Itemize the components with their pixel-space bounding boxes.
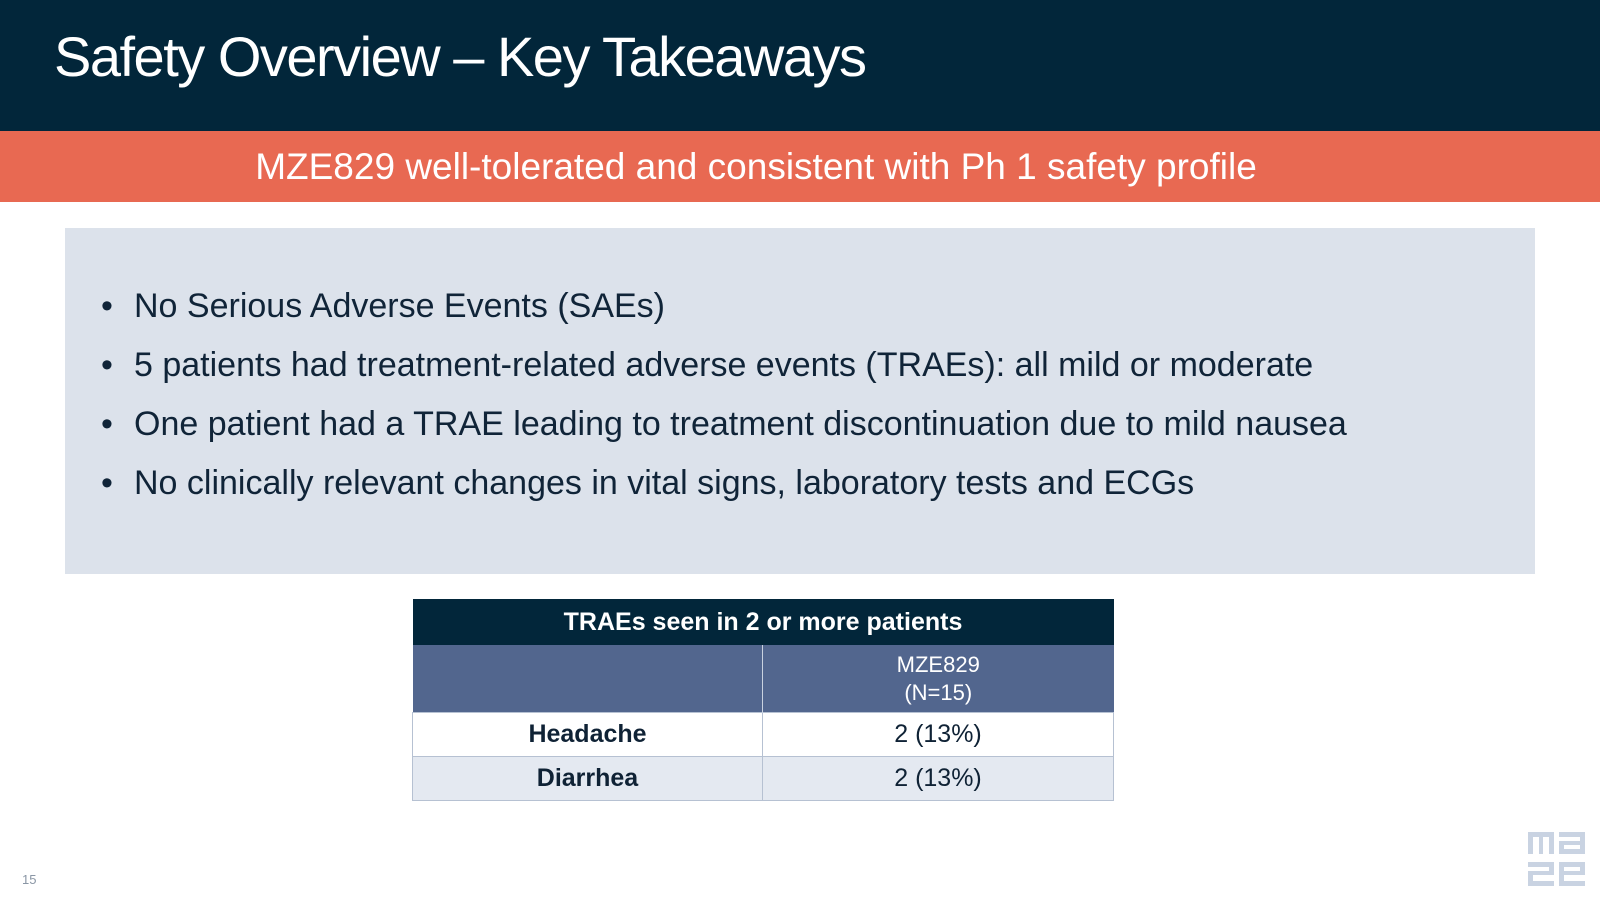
table-column-header-row: MZE829 (N=15) [412,645,1114,713]
subtitle-banner: MZE829 well-tolerated and consistent wit… [0,131,1600,202]
event-name-cell: Headache [412,712,763,757]
drug-name: MZE829 [896,651,980,677]
table-header-drug-cell: MZE829 (N=15) [762,645,1114,713]
slide-title: Safety Overview – Key Takeaways [54,25,867,88]
takeaway-text: No clinically relevant changes in vital … [134,464,1195,502]
table-title: TRAEs seen in 2 or more patients [412,599,1114,645]
takeaways-box: • No Serious Adverse Events (SAEs) • 5 p… [65,228,1535,574]
table-row: Diarrhea 2 (13%) [412,756,1114,801]
bullet-icon: • [101,346,113,384]
title-bar: Safety Overview – Key Takeaways [0,0,1600,131]
maze-logo-icon [1528,832,1585,886]
table-row: Headache 2 (13%) [412,712,1114,757]
takeaway-item: • No clinically relevant changes in vita… [101,463,1347,522]
takeaway-text: 5 patients had treatment-related adverse… [134,346,1314,384]
slide-subtitle: MZE829 well-tolerated and consistent wit… [255,146,1257,187]
table-header-empty-cell [412,645,763,713]
takeaway-text: No Serious Adverse Events (SAEs) [134,287,666,325]
takeaway-item: • No Serious Adverse Events (SAEs) [101,286,1347,345]
sample-size: (N=15) [904,679,973,705]
bullet-icon: • [101,405,113,443]
takeaway-text: One patient had a TRAE leading to treatm… [134,405,1347,443]
trae-table: TRAEs seen in 2 or more patients MZE829 … [412,599,1114,801]
event-name-cell: Diarrhea [412,756,763,801]
takeaway-item: • One patient had a TRAE leading to trea… [101,404,1347,463]
takeaways-list: • No Serious Adverse Events (SAEs) • 5 p… [101,286,1347,522]
page-number: 15 [22,872,37,887]
bullet-icon: • [101,464,113,502]
event-value-cell: 2 (13%) [762,756,1114,801]
event-value-cell: 2 (13%) [762,712,1114,757]
bullet-icon: • [101,287,113,325]
takeaway-item: • 5 patients had treatment-related adver… [101,345,1347,404]
